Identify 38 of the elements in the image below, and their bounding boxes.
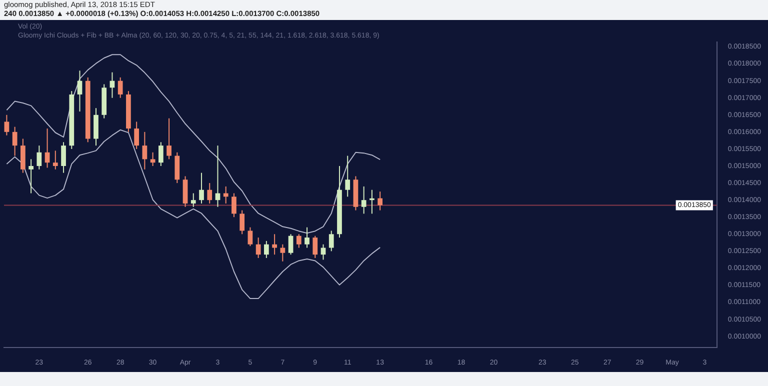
candlestick bbox=[77, 70, 82, 112]
candlestick bbox=[118, 76, 123, 98]
candlestick bbox=[345, 155, 350, 198]
candlestick bbox=[166, 118, 172, 160]
candlestick bbox=[264, 240, 269, 258]
candlestick bbox=[20, 138, 26, 174]
candlestick bbox=[378, 191, 383, 211]
candlestick bbox=[256, 237, 261, 258]
candlestick bbox=[272, 234, 277, 256]
candlestick bbox=[240, 210, 245, 235]
candlestick bbox=[190, 192, 196, 208]
candlestick bbox=[182, 176, 188, 208]
candlestick bbox=[232, 192, 236, 218]
candlestick bbox=[248, 226, 253, 247]
candlestick bbox=[36, 145, 42, 170]
candlestick bbox=[158, 142, 164, 167]
candlestick bbox=[288, 234, 294, 256]
candlestick bbox=[142, 131, 148, 170]
candlestick bbox=[12, 126, 18, 156]
candlestick bbox=[370, 189, 374, 214]
candlestick bbox=[199, 172, 204, 204]
candlestick bbox=[296, 234, 302, 248]
candlestick bbox=[44, 128, 50, 168]
candlestick bbox=[361, 186, 366, 214]
candlestick bbox=[223, 186, 228, 204]
candlestick bbox=[61, 142, 66, 174]
candlestick bbox=[174, 152, 180, 184]
candlestick bbox=[28, 158, 34, 194]
candlestick bbox=[304, 226, 310, 248]
candlestick bbox=[150, 152, 156, 167]
candlestick bbox=[134, 121, 140, 150]
candlestick bbox=[94, 108, 98, 146]
candlestick bbox=[207, 182, 212, 204]
candlestick bbox=[280, 244, 286, 262]
candlestick bbox=[328, 230, 334, 252]
candlestick bbox=[312, 235, 318, 258]
candlestick bbox=[4, 114, 10, 136]
candlestick bbox=[52, 150, 58, 170]
